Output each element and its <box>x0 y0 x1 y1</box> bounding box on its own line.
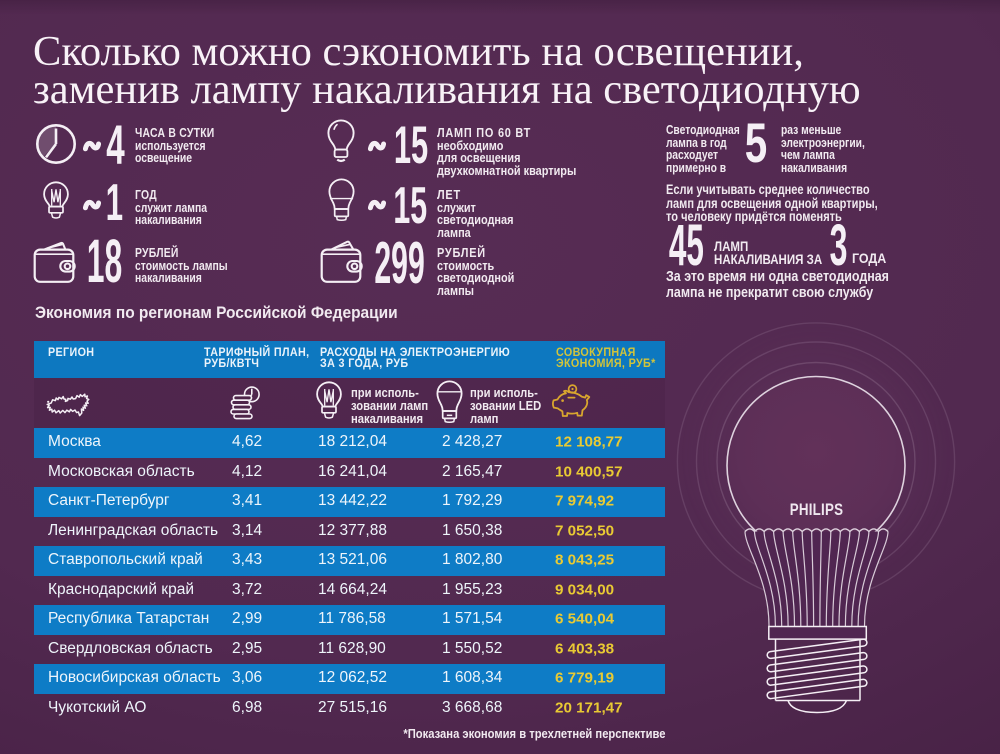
svg-text:PHILIPS: PHILIPS <box>790 501 844 520</box>
